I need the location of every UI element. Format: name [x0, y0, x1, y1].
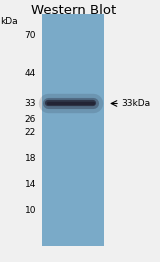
Text: kDa: kDa	[0, 17, 18, 26]
Text: 33: 33	[24, 99, 36, 108]
Text: 33kDa: 33kDa	[122, 99, 151, 108]
Text: 18: 18	[24, 154, 36, 163]
Text: 26: 26	[25, 115, 36, 124]
Text: 14: 14	[25, 180, 36, 189]
Bar	[42, 14, 104, 246]
Text: 44: 44	[25, 69, 36, 78]
Text: 10: 10	[24, 206, 36, 215]
Text: Western Blot: Western Blot	[31, 4, 116, 17]
Text: 70: 70	[24, 31, 36, 40]
Text: 22: 22	[25, 128, 36, 137]
